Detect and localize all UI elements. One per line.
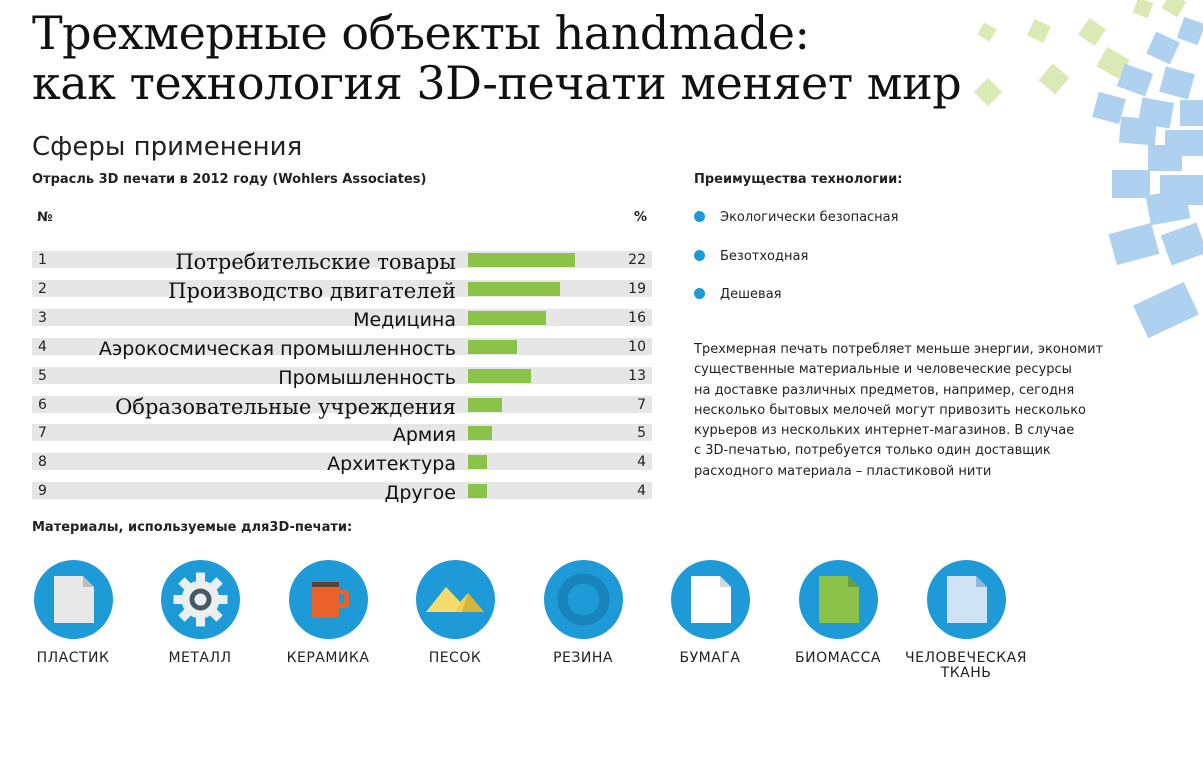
chart-row: 4 Аэрокосмическая промышленность 10 xyxy=(32,338,652,360)
paper-sheet-icon xyxy=(691,576,731,623)
page-title: Трехмерные объекты handmade: как техноло… xyxy=(32,8,992,108)
bar xyxy=(468,426,492,440)
paragraph-line: существенные материальные и человеческие… xyxy=(694,362,1072,378)
row-number: 8 xyxy=(38,454,47,470)
paragraph-line: на доставке различных предметов, наприме… xyxy=(694,382,1075,398)
advantage-label: Экологически безопасная xyxy=(720,210,899,225)
page-title-line2: как технология 3D-печати меняет мир xyxy=(32,56,962,110)
material-circle xyxy=(544,560,623,639)
paragraph-line: несколько бытовых мелочей могут привозит… xyxy=(694,402,1087,418)
value-label: 4 xyxy=(637,483,646,499)
bar xyxy=(468,340,517,354)
value-label: 16 xyxy=(628,310,646,326)
ring-icon xyxy=(557,573,610,626)
material-circle xyxy=(289,560,368,639)
advantage-label: Дешевая xyxy=(720,287,782,302)
material-label: КЕРАМИКА xyxy=(286,650,370,666)
bar xyxy=(468,484,487,498)
bar xyxy=(468,398,502,412)
chart-title: Отрасль 3D печати в 2012 году (Wohlers A… xyxy=(32,172,427,187)
green-sheet-icon xyxy=(819,576,859,623)
category-label: Образовательные учреждения xyxy=(115,395,456,419)
materials-title: Материалы, используемые для3D-печати: xyxy=(32,520,353,535)
value-label: 22 xyxy=(628,252,646,268)
tissue-sheet-icon xyxy=(947,576,987,623)
sand-pile-icon xyxy=(426,587,484,612)
bullet-icon xyxy=(694,250,705,261)
material-circle xyxy=(34,560,113,639)
row-number: 5 xyxy=(38,368,47,384)
category-label: Производство двигателей xyxy=(168,279,456,303)
chart-row: 8 Архитектура 4 xyxy=(32,453,652,475)
material-label: ПЛАСТИК xyxy=(36,650,110,666)
document-icon xyxy=(54,576,94,623)
gear-icon xyxy=(173,572,228,627)
paragraph-line: с 3D-печатью, потребуется только один до… xyxy=(694,443,1051,459)
paragraph-line: курьеров из нескольких интернет-магазино… xyxy=(694,423,1075,439)
chart-row: 7 Армия 5 xyxy=(32,424,652,446)
chart-row: 6 Образовательные учреждения 7 xyxy=(32,395,652,419)
category-label: Архитектура xyxy=(327,453,456,475)
material-circle xyxy=(416,560,495,639)
row-number: 9 xyxy=(38,483,47,499)
category-label: Медицина xyxy=(353,309,456,331)
material-circle xyxy=(927,560,1006,639)
material-label: РЕЗИНА xyxy=(553,650,613,666)
paragraph-line: расходного материала – пластиковой нити xyxy=(694,463,992,479)
material-label: ЧЕЛОВЕЧЕСКАЯ ТКАНЬ xyxy=(905,650,1027,681)
section-title: Сферы применения xyxy=(32,132,303,162)
bar xyxy=(468,369,531,383)
row-number: 2 xyxy=(38,281,47,297)
category-label: Аэрокосмическая промышленность xyxy=(98,338,456,360)
advantages-title: Преимущества технологии: xyxy=(694,172,903,187)
advantage-item: Экологически безопасная xyxy=(694,210,898,225)
material-circle xyxy=(799,560,878,639)
advantage-label: Безотходная xyxy=(720,249,809,264)
bar xyxy=(468,455,487,469)
chart-row: 1 Потребительские товары 22 xyxy=(32,250,652,274)
chart-row: 3 Медицина 16 xyxy=(32,309,652,331)
bar xyxy=(468,282,560,296)
page-title-line1: Трехмерные объекты handmade: xyxy=(32,6,810,60)
value-label: 13 xyxy=(628,368,646,384)
mug-icon xyxy=(312,582,349,618)
bar xyxy=(468,253,575,267)
row-number: 1 xyxy=(38,252,47,268)
material-circle xyxy=(671,560,750,639)
value-label: 5 xyxy=(637,425,646,441)
category-label: Потребительские товары xyxy=(175,250,456,274)
row-number: 6 xyxy=(38,397,47,413)
category-label: Промышленность xyxy=(278,367,456,389)
chart-row: 2 Производство двигателей 19 xyxy=(32,279,652,303)
material-label: БУМАГА xyxy=(679,650,741,666)
category-label: Другое xyxy=(384,482,456,504)
row-number: 3 xyxy=(38,310,47,326)
bar xyxy=(468,311,546,325)
advantage-item: Безотходная xyxy=(694,249,808,264)
row-number: 7 xyxy=(38,425,47,441)
advantage-item: Дешевая xyxy=(694,287,782,302)
bullet-icon xyxy=(694,288,705,299)
material-label: ПЕСОК xyxy=(428,650,482,666)
paragraph-line: Трехмерная печать потребляет меньше энер… xyxy=(694,342,1104,357)
chart-row: 9 Другое 4 xyxy=(32,482,652,504)
value-label: 7 xyxy=(637,397,646,413)
chart-row: 5 Промышленность 13 xyxy=(32,367,652,389)
value-label: 10 xyxy=(628,339,646,355)
value-label: 4 xyxy=(637,454,646,470)
material-label: МЕТАЛЛ xyxy=(168,650,232,666)
column-header-number: № xyxy=(37,210,53,225)
column-header-percent: % xyxy=(634,210,648,225)
row-number: 4 xyxy=(38,339,47,355)
material-circle xyxy=(161,560,240,639)
description-paragraph: Трехмерная печать потребляет меньше энер… xyxy=(694,340,1114,482)
material-label: БИОМАССА xyxy=(795,650,881,666)
bullet-icon xyxy=(694,211,705,222)
value-label: 19 xyxy=(628,281,646,297)
category-label: Армия xyxy=(392,424,456,446)
